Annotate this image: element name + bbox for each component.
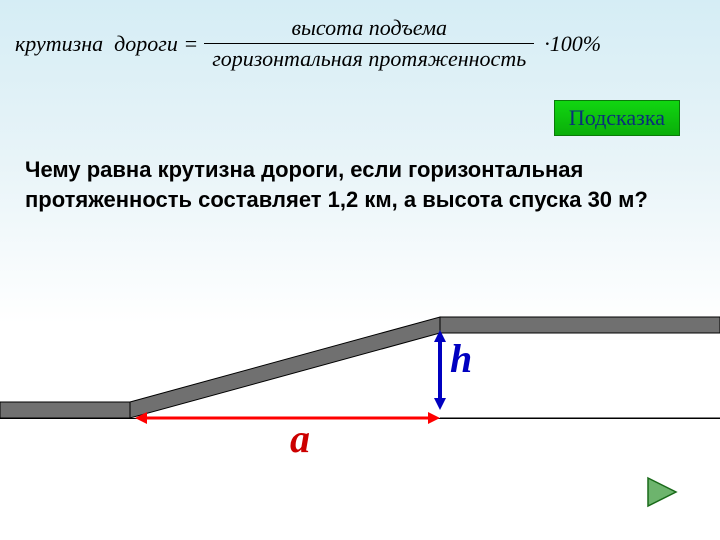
formula: крутизна дороги = высота подъема горизон… — [15, 15, 601, 72]
play-button[interactable] — [646, 476, 680, 515]
play-icon — [646, 476, 680, 510]
formula-denominator: горизонтальная протяженность — [204, 43, 534, 72]
label-height: h — [450, 335, 472, 382]
label-horizontal: a — [290, 415, 310, 462]
question-text: Чему равна крутизна дороги, если горизон… — [25, 155, 695, 214]
formula-row: крутизна дороги = высота подъема горизон… — [15, 15, 601, 72]
formula-lhs: крутизна дороги = — [15, 31, 198, 57]
formula-suffix: ·100% — [544, 31, 601, 57]
hint-button[interactable]: Подсказка — [554, 100, 680, 136]
formula-numerator: высота подъема — [283, 15, 455, 43]
road-diagram — [0, 270, 720, 500]
formula-fraction: высота подъема горизонтальная протяженно… — [204, 15, 534, 72]
